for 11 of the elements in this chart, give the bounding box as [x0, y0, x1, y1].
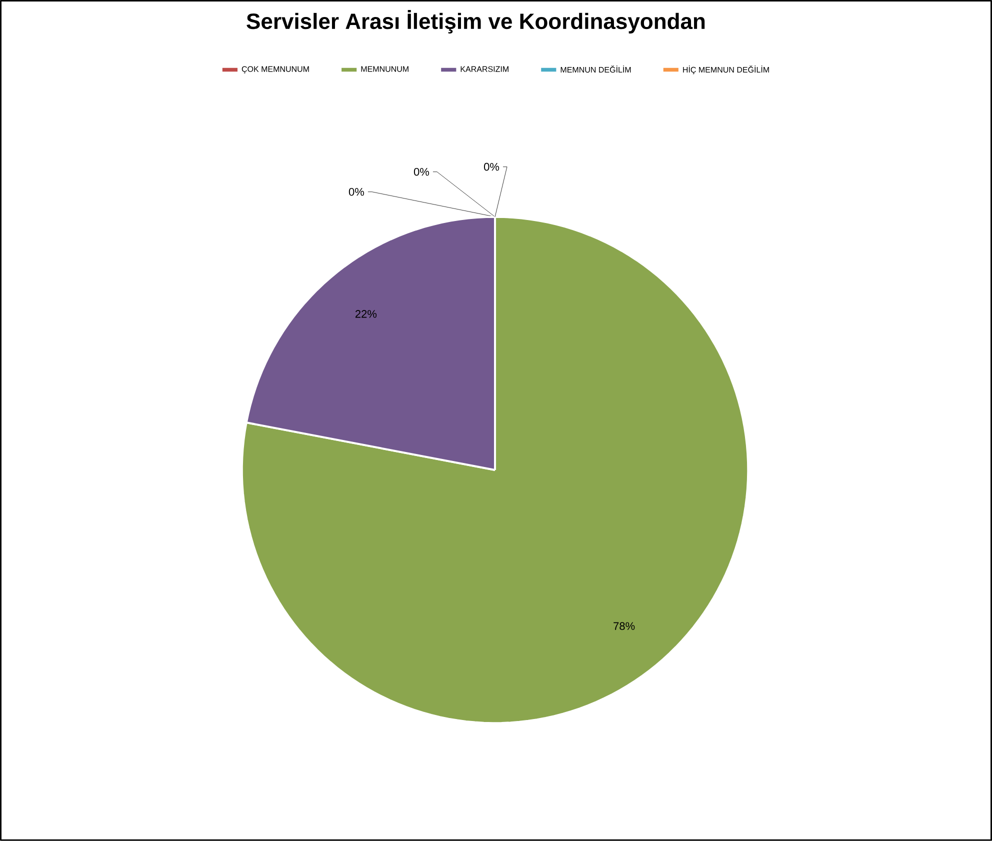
text: 0% [348, 188, 364, 196]
legend-label: MEMNUNUM [361, 66, 408, 72]
legend-label: KARARSIZIM [460, 66, 508, 72]
data-label: 22% [355, 310, 377, 318]
legend-label: MEMNUN DEĞİLİM [560, 66, 631, 73]
chart-title: Servisler Arası İletişim ve Koordinasyondan [246, 10, 705, 34]
text: 0% [484, 162, 500, 171]
text: 0% [414, 168, 430, 176]
legend-label: ÇOK MEMNUNUM [242, 66, 309, 74]
legend-label: HİÇ MEMNUN DEĞİLİM [683, 66, 769, 74]
data-label: 78% [614, 622, 635, 630]
